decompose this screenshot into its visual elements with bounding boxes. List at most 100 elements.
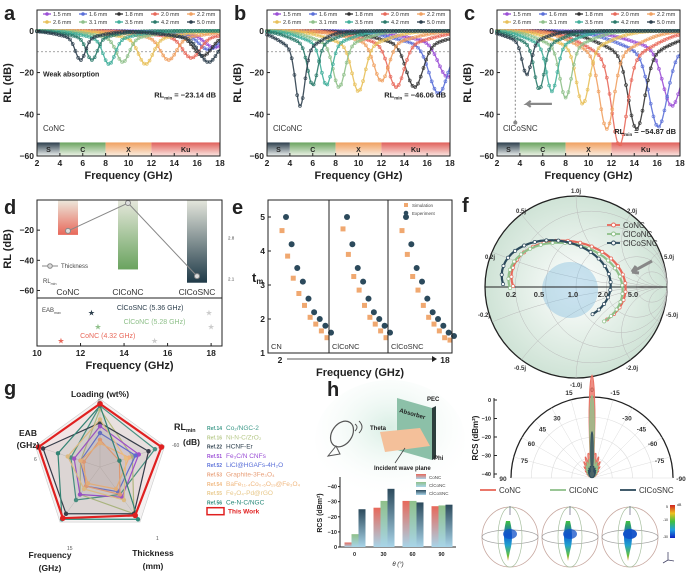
legend-label: 1.8 mm — [355, 12, 374, 18]
legend-ref: Ref.56 — [207, 500, 222, 506]
series-marker — [670, 103, 675, 108]
eab-label: ClCoNC (5.28 GHz) — [124, 319, 186, 326]
thickness-point — [125, 200, 131, 207]
series-marker — [552, 40, 557, 44]
imag-tick-label: 0.2j — [485, 255, 495, 261]
series-marker — [443, 79, 448, 84]
series-marker — [309, 80, 313, 85]
radar-point — [132, 512, 138, 519]
rlmin-legend: RLmin — [43, 279, 56, 286]
series-marker — [394, 85, 398, 89]
group-label: CN — [271, 342, 282, 351]
simulation-point — [378, 328, 384, 334]
radar-point — [97, 430, 103, 436]
x-end-label: 18 — [440, 355, 450, 365]
legend-marker — [347, 12, 351, 16]
legend-label: Fe₃C/N CNFs — [226, 453, 267, 460]
star-icon: ★ — [88, 309, 95, 318]
band-label: S — [506, 147, 511, 154]
radiation-pattern — [564, 521, 572, 561]
legend-swatch — [416, 490, 426, 495]
series-marker — [577, 40, 582, 45]
panel-label: f — [462, 195, 469, 217]
radar-point — [97, 424, 103, 429]
series-marker — [194, 53, 199, 57]
series-marker — [530, 53, 535, 57]
legend-ref: Ref.53 — [207, 473, 222, 479]
series-marker — [311, 82, 316, 87]
axis-title: Thickness — [132, 548, 174, 558]
legend-label: 1.6 mm — [89, 12, 108, 18]
impedance-marker — [620, 272, 625, 277]
radar-series — [57, 404, 139, 520]
legend-label: 2.0 mm — [161, 12, 180, 18]
series-marker — [610, 48, 615, 52]
impedance-marker — [507, 267, 512, 272]
series-marker — [629, 113, 634, 118]
series-marker — [186, 37, 190, 42]
matching-region — [542, 262, 598, 318]
series-marker — [194, 45, 199, 50]
axis-title: EAB — [19, 428, 37, 438]
panel-f: f 0.2 0.5 1.0 2.0 5.0 1.0j 0.5j 2.0j 0.2j 5.0j -0.2… — [462, 189, 678, 389]
series-marker — [558, 76, 562, 81]
series-marker — [519, 38, 524, 43]
series-marker — [153, 40, 157, 45]
series-marker — [563, 95, 568, 100]
series-marker — [561, 90, 565, 94]
legend-marker — [45, 20, 49, 24]
simulation-point — [426, 314, 432, 320]
series-marker — [158, 38, 163, 43]
series-marker — [594, 73, 598, 78]
series-marker — [306, 38, 310, 43]
panel-b: b S C X Ku 1.5 mm 1.6 mm 1.8 mm 2.0 mm 2.2 mm 2.6 … — [232, 3, 455, 182]
radar-point — [113, 486, 119, 492]
experiment-point — [360, 278, 367, 285]
thickness-point — [65, 227, 71, 234]
radar-point — [135, 517, 141, 522]
impedance-marker — [522, 243, 527, 248]
series-marker — [358, 87, 363, 92]
y-tick-label: −40 — [328, 485, 337, 491]
panel-d: d CoNC ClCoNC ClCoSNC Thickness RLmin −20 −40 −6… — [2, 197, 235, 372]
impedance-marker — [513, 248, 518, 253]
legend-marker — [505, 20, 509, 24]
series-marker — [284, 43, 289, 48]
series-marker — [424, 41, 429, 45]
series-marker — [125, 54, 130, 58]
series-marker — [347, 50, 352, 55]
series-marker — [380, 49, 385, 54]
angle-tick-label: 45 — [539, 427, 547, 434]
series-marker — [440, 86, 445, 91]
legend-marker — [81, 12, 85, 16]
plot-frame — [36, 199, 223, 347]
band-label: Ku — [641, 147, 650, 154]
y-tick-label: −30 — [328, 500, 337, 506]
pointer-line — [394, 447, 406, 464]
series-marker — [424, 57, 429, 62]
series-marker — [539, 47, 543, 52]
radar-point — [117, 458, 122, 463]
series-marker — [369, 48, 374, 53]
series-marker — [150, 37, 155, 42]
series-marker — [410, 45, 415, 50]
series-marker — [344, 60, 349, 65]
legend-marker — [611, 240, 616, 246]
series-marker — [657, 49, 661, 54]
legend-label: ClCoSNC — [429, 491, 449, 496]
simulation-point — [302, 302, 307, 308]
series-marker — [191, 55, 196, 60]
x-tick-label: 4 — [518, 158, 523, 168]
legend-marker — [275, 20, 279, 24]
series-marker — [544, 70, 549, 74]
legend-label: Graphite-3Fe₃O₄ — [226, 472, 275, 479]
series-marker — [607, 92, 612, 96]
band-label: C — [310, 147, 315, 154]
impedance-marker — [556, 238, 561, 243]
series-marker — [350, 44, 354, 49]
band-x — [105, 142, 152, 156]
impedance-marker — [602, 264, 607, 268]
series-marker — [416, 45, 420, 50]
series-marker — [583, 41, 587, 45]
